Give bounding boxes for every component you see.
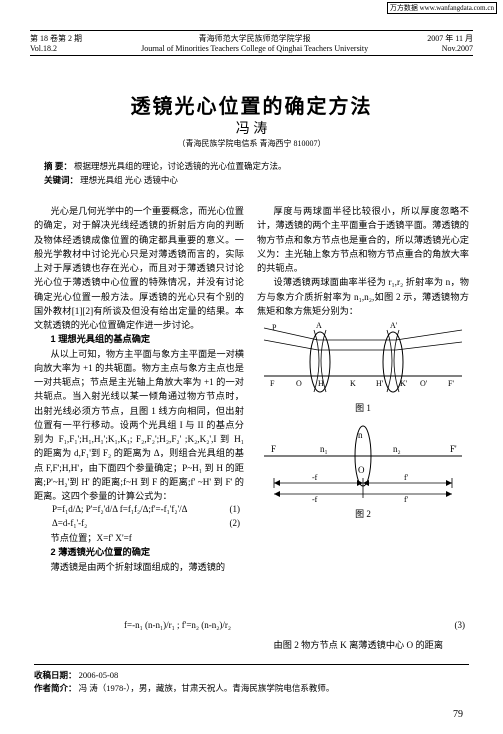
- equation-2-body: Δ=d-f₁'-f₂: [52, 517, 87, 531]
- svg-text:n₂: n₂: [393, 444, 401, 454]
- header-center: 青海师范大学民族师范学院学报 Journal of Minorities Tea…: [82, 33, 427, 53]
- svg-text:A': A': [390, 321, 398, 330]
- right-p3-text: 由图 2 物方节点 K 离薄透镜中心 O 的距离: [257, 638, 469, 652]
- date-zh: 2007 年 11 月: [427, 33, 473, 44]
- abstract-block: 摘 要： 根据理想光具组的理论，讨论透镜的光心位置确定方法。 关键词： 理想光具…: [44, 160, 459, 187]
- svg-text:O: O: [358, 465, 365, 475]
- node-position-line: 节点位置；X=f' X'=f: [34, 531, 244, 545]
- abstract-label: 摘 要：: [44, 161, 72, 171]
- received-date-label: 收稿日期：: [34, 670, 77, 680]
- left-column: 光心是几何光学中的一个重要概念，而光心位置的确定，对于解决光线经透镜的折射后方向…: [34, 204, 244, 574]
- keywords-text: 理想光具组 光心 透镜中心: [80, 175, 178, 185]
- figure-1-caption: 图 1: [257, 402, 469, 416]
- section-2-heading: 2 薄透镜光心位置的确定: [34, 545, 244, 559]
- page-number: 79: [453, 709, 463, 720]
- svg-text:F': F': [448, 379, 454, 388]
- abstract-text: 根据理想光具组的理论，讨论透镜的光心位置确定方法。: [74, 161, 287, 171]
- figure-2-diagram: F n₁ n n₂ F' O -f f' -f f': [258, 418, 468, 506]
- intro-paragraph: 光心是几何光学中的一个重要概念，而光心位置的确定，对于解决光线经透镜的折射后方向…: [34, 204, 244, 332]
- svg-text:f': f': [404, 473, 409, 482]
- svg-text:K': K': [400, 379, 408, 388]
- running-header: 第 18 卷第 2 期 Vol.18.2 青海师范大学民族师范学院学报 Jour…: [30, 30, 473, 56]
- equation-2: Δ=d-f₁'-f₂ (2): [34, 517, 244, 531]
- figure-1-diagram: P A A' F O H K H' K' O' F': [258, 320, 468, 400]
- svg-text:K: K: [350, 379, 356, 388]
- paper-title: 透镜光心位置的确定方法: [0, 90, 503, 119]
- svg-text:F: F: [271, 444, 276, 454]
- svg-text:-f: -f: [312, 473, 318, 482]
- equation-1: P=f₁d/Δ; P'=f₂'d/Δ f=f₁f₂/Δ;f'=-f₁'f₂'/Δ…: [34, 503, 244, 517]
- right-column: 厚度与两球面半径比较很小，所以厚度忽略不计，薄透镜的两个主平面重合于透镜平面。薄…: [257, 204, 469, 524]
- author-bio-label: 作者简介：: [34, 683, 77, 693]
- svg-text:A: A: [316, 321, 322, 330]
- svg-text:P: P: [272, 323, 277, 332]
- paper-author: 冯 涛: [0, 118, 503, 138]
- equation-1-number: (1): [230, 503, 245, 517]
- section-1-heading: 1 理想光具组的基点确定: [34, 332, 244, 346]
- two-column-body: 光心是几何光学中的一个重要概念，而光心位置的确定，对于解决光线经透镜的折射后方向…: [34, 204, 469, 684]
- journal-zh: 青海师范大学民族师范学院学报: [82, 33, 427, 44]
- volume-zh: 第 18 卷第 2 期: [30, 33, 82, 44]
- received-date: 2006-05-08: [79, 670, 119, 680]
- svg-text:O': O': [420, 379, 428, 388]
- svg-text:F': F': [450, 444, 457, 454]
- svg-text:H: H: [318, 379, 324, 388]
- right-p1: 厚度与两球面半径比较很小，所以厚度忽略不计，薄透镜的两个主平面重合于透镜平面。薄…: [257, 204, 469, 275]
- svg-text:F: F: [270, 379, 275, 388]
- author-bio: 冯 涛（1978-），男，藏族，甘肃天祝人。青海民族学院电信系教师。: [79, 683, 335, 693]
- right-p3: 由图 2 物方节点 K 离薄透镜中心 O 的距离: [257, 638, 469, 652]
- svg-text:n: n: [358, 430, 363, 440]
- svg-text:O: O: [296, 379, 302, 388]
- svg-text:f': f': [404, 495, 409, 504]
- svg-text:n₁: n₁: [320, 444, 328, 454]
- equation-3-body: f=-n₁ (n-n₁)/r₁ ; f'=n₂ (n-n₂)/r₂: [124, 620, 231, 630]
- section-1-paragraph: 从以上可知，物方主平面与象方主平面是一对横向放大率为 +1 的共轭面。物方主点与…: [34, 347, 244, 504]
- journal-en: Journal of Minorities Teachers College o…: [82, 44, 427, 53]
- header-right: 2007 年 11 月 Nov.2007: [427, 33, 473, 53]
- source-url-tag: 万方数据 www.wanfangdata.com.cn: [387, 2, 497, 14]
- keywords-label: 关键词：: [44, 175, 78, 185]
- figure-2-caption: 图 2: [257, 508, 469, 522]
- equation-1-body: P=f₁d/Δ; P'=f₂'d/Δ f=f₁f₂/Δ;f'=-f₁'f₂'/Δ: [52, 503, 187, 517]
- svg-text:-f: -f: [312, 495, 318, 504]
- equation-2-number: (2): [230, 517, 245, 531]
- volume-en: Vol.18.2: [30, 44, 82, 53]
- header-left: 第 18 卷第 2 期 Vol.18.2: [30, 33, 82, 53]
- right-p2: 设薄透镜两球面曲率半径为 r₁,r₂ 折射率为 n，物方与象方介质折射率为 n₁…: [257, 275, 469, 318]
- paper-affiliation: （青海民族学院电信系 青海西宁 810007）: [0, 138, 503, 149]
- section-2-paragraph: 薄透镜是由两个折射球面组成的，薄透镜的: [34, 560, 244, 574]
- date-en: Nov.2007: [427, 44, 473, 53]
- footer-block: 收稿日期： 2006-05-08 作者简介： 冯 涛（1978-），男，藏族，甘…: [34, 664, 469, 696]
- svg-text:H': H': [376, 379, 384, 388]
- equation-3-number: (3): [455, 620, 466, 630]
